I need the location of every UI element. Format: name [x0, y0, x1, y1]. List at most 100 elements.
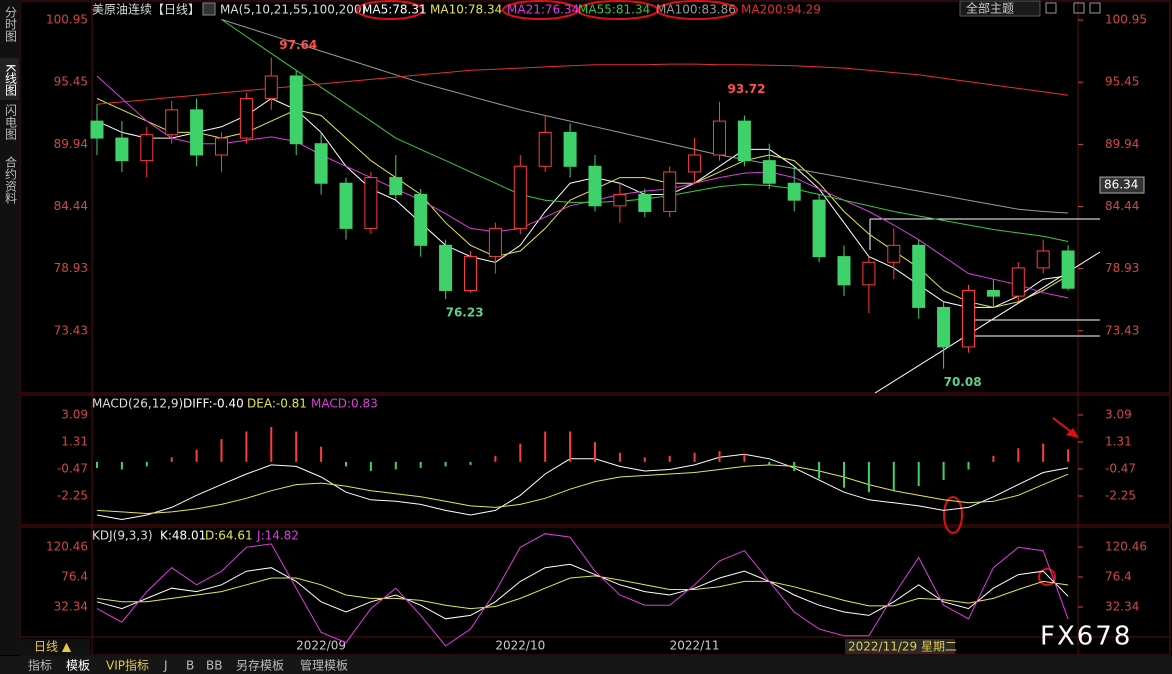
low-label: 70.08: [944, 375, 982, 389]
ellipse: [943, 496, 963, 534]
candle-body: [1061, 250, 1075, 289]
series-line: [96, 98, 1069, 308]
candle-body: [464, 256, 477, 291]
y-tick-label: 73.43: [54, 323, 88, 337]
y-tick-label: 100.95: [46, 13, 88, 27]
y-tick-label: 100.95: [1105, 13, 1147, 27]
candle-body: [389, 177, 403, 196]
y-tick-label: 78.93: [1105, 261, 1139, 275]
frames: [19, 0, 1171, 656]
x-tick-label: 2022/10: [495, 639, 545, 653]
candle-body: [264, 75, 278, 100]
panel-title: KDJ(9,3,3): [92, 529, 153, 543]
sidebar-active: [0, 58, 19, 100]
y-tick-label: 95.45: [54, 75, 88, 89]
candle-body: [215, 137, 228, 156]
btn[interactable]: [1073, 2, 1085, 14]
legend-entry: MACD:0.83: [311, 397, 378, 411]
candle-body: [986, 289, 1000, 297]
sidebar-tab[interactable]: 合约资料: [4, 155, 18, 204]
panel-title: MACD(26,12,9): [92, 397, 183, 411]
candle-body: [165, 109, 179, 136]
y-tick-label: -0.47: [1105, 461, 1136, 475]
legend-entry: D:64.61: [205, 529, 253, 543]
period-box[interactable]: [20, 639, 90, 655]
theme-select[interactable]: [959, 0, 1041, 17]
sidebar: [0, 0, 19, 655]
candle-body: [339, 182, 353, 229]
candle-body: [488, 227, 502, 258]
arrow-head: [1066, 428, 1079, 438]
toolbar-tab[interactable]: 模板: [66, 659, 90, 673]
series-line: [96, 97, 1069, 308]
y-tick-label: 120.46: [46, 540, 88, 554]
candle-body: [713, 120, 726, 156]
btn[interactable]: [1089, 2, 1101, 14]
y-tick-label: 3.09: [1105, 407, 1132, 421]
y-tick-label: 95.45: [1105, 75, 1139, 89]
candle-body: [613, 194, 627, 207]
toolbar-tab[interactable]: 指标: [28, 658, 52, 673]
toolbar-tab[interactable]: J: [163, 659, 168, 673]
toolbar-tab[interactable]: B: [186, 659, 194, 673]
candle-body: [912, 244, 926, 308]
y-tick-label: 3.09: [61, 407, 88, 421]
candle-body: [538, 131, 552, 167]
candle-body: [887, 244, 901, 263]
series-line: [96, 75, 1069, 299]
series-line: [96, 63, 1069, 105]
y-tick-label: -2.25: [57, 489, 88, 503]
candle-body: [1036, 250, 1050, 269]
macd-frame: [19, 394, 1171, 526]
candle-body: [862, 261, 876, 286]
theme-label[interactable]: 全部主题: [966, 1, 1014, 16]
y-tick-label: 89.94: [54, 137, 88, 151]
y-tick-label: 76.4: [1105, 570, 1132, 584]
candle-body: [289, 75, 303, 145]
y-tick-label: -0.47: [57, 461, 88, 475]
period[interactable]: 日线 ▲: [34, 640, 72, 654]
y-tick-label: 32.34: [54, 599, 88, 613]
cursor-date: 2022/11/29 星期二: [848, 640, 957, 654]
candle-body: [663, 171, 677, 212]
high-label: 93.72: [728, 82, 766, 96]
toolbar-tab[interactable]: 管理模板: [300, 658, 348, 673]
candle-body: [190, 109, 204, 156]
candle-body: [937, 306, 951, 348]
candle-body: [638, 194, 652, 212]
candle-body: [439, 244, 453, 291]
y-tick-label: 32.34: [1105, 599, 1139, 613]
toolbar-tab[interactable]: VIP指标: [106, 658, 149, 673]
legend-entry: MA10:78.34: [430, 3, 502, 17]
low-label: 76.23: [446, 306, 484, 320]
y-tick-label: 120.46: [1105, 540, 1147, 554]
sidebar-tab[interactable]: 闪电图: [4, 104, 18, 140]
sidebar-tab[interactable]: 分时图: [4, 6, 18, 42]
candle-body: [563, 131, 577, 167]
btn[interactable]: [1045, 2, 1057, 14]
legend-entry: MA21:76.34: [507, 3, 579, 17]
sidebar-tab[interactable]: K线图: [4, 64, 18, 96]
candle-body: [787, 182, 801, 201]
candle-body: [314, 143, 328, 184]
ellipse: [356, 0, 424, 20]
toolbar-tab[interactable]: BB: [206, 659, 222, 673]
annotation-marks: [356, 0, 1079, 586]
toolbar-tab[interactable]: 另存模板: [236, 659, 284, 673]
y-tick-label: 1.31: [61, 434, 88, 448]
symbol: 美原油连续【日线】: [92, 2, 200, 17]
circle: [1038, 568, 1056, 586]
series-line: [96, 563, 1069, 620]
candle-body: [1011, 267, 1025, 297]
series-line: [96, 453, 1069, 521]
ma-icon[interactable]: [202, 2, 216, 16]
ma-params: MA(5,10,21,55,100,200): [220, 3, 366, 17]
candle-body: [513, 165, 527, 229]
candle-body: [90, 120, 104, 139]
y-tick-label: 73.43: [1105, 323, 1139, 337]
candle-body: [364, 177, 378, 229]
candle-body: [812, 199, 826, 258]
x-tick-label: 2022/09: [296, 639, 346, 653]
series-line: [96, 464, 1069, 515]
